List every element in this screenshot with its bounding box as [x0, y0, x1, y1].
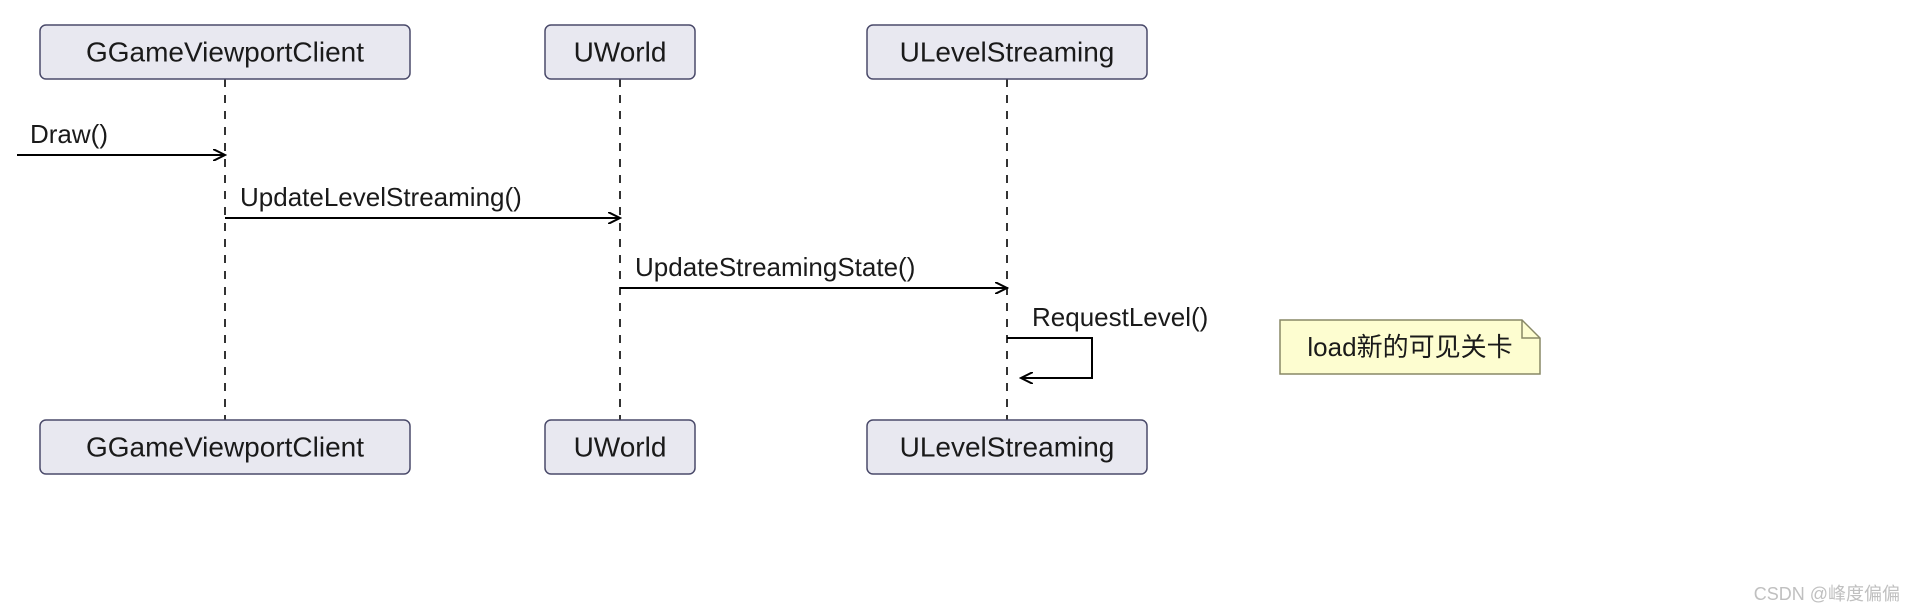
message-label-m3: UpdateStreamingState(): [635, 252, 915, 282]
self-message-label: RequestLevel(): [1032, 302, 1208, 332]
participant-label-p1-bottom: GGameViewportClient: [86, 432, 364, 463]
participant-label-p3-bottom: ULevelStreaming: [900, 432, 1115, 463]
participant-label-p2-bottom: UWorld: [574, 432, 667, 463]
note-label: load新的可见关卡: [1307, 332, 1512, 362]
sequence-diagram: GGameViewportClient UWorld ULevelStreaming…: [0, 0, 1913, 613]
self-message-arrow: [1007, 338, 1092, 378]
message-label-m2: UpdateLevelStreaming(): [240, 182, 522, 212]
message-label-m1: Draw(): [30, 119, 108, 149]
participant-label-p2-top: UWorld: [574, 37, 667, 68]
watermark-text: CSDN @峰度偏偏: [1754, 584, 1900, 604]
participant-label-p1-top: GGameViewportClient: [86, 37, 364, 68]
participant-label-p3-top: ULevelStreaming: [900, 37, 1115, 68]
